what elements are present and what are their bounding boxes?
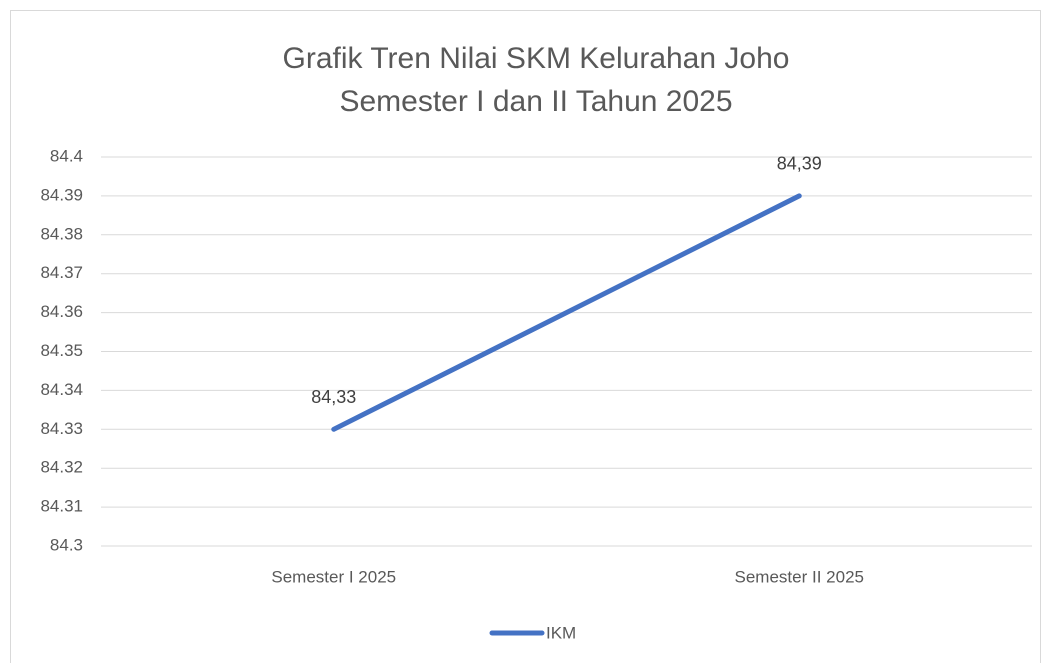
y-tick-label: 84.37 <box>40 263 83 282</box>
chart-title: Semester I dan II Tahun 2025 <box>339 85 732 118</box>
y-tick-label: 84.36 <box>40 302 83 321</box>
y-tick-label: 84.34 <box>40 380 83 399</box>
chart-border <box>10 10 1041 663</box>
y-tick-label: 84.3 <box>50 535 83 554</box>
y-tick-label: 84.32 <box>40 458 83 477</box>
y-tick-label: 84.4 <box>50 146 83 165</box>
data-label: 84,39 <box>777 154 822 174</box>
chart-title: Grafik Tren Nilai SKM Kelurahan Joho <box>283 42 790 75</box>
y-tick-label: 84.35 <box>40 341 83 360</box>
y-tick-label: 84.39 <box>40 185 83 204</box>
x-tick-label: Semester II 2025 <box>735 567 864 586</box>
series-line <box>331 193 802 432</box>
data-label: 84,33 <box>311 387 356 407</box>
y-tick-label: 84.38 <box>40 224 83 243</box>
y-tick-label: 84.31 <box>40 497 83 516</box>
legend-label: IKM <box>546 623 576 642</box>
y-tick-label: 84.33 <box>40 419 83 438</box>
x-tick-label: Semester I 2025 <box>271 567 396 586</box>
